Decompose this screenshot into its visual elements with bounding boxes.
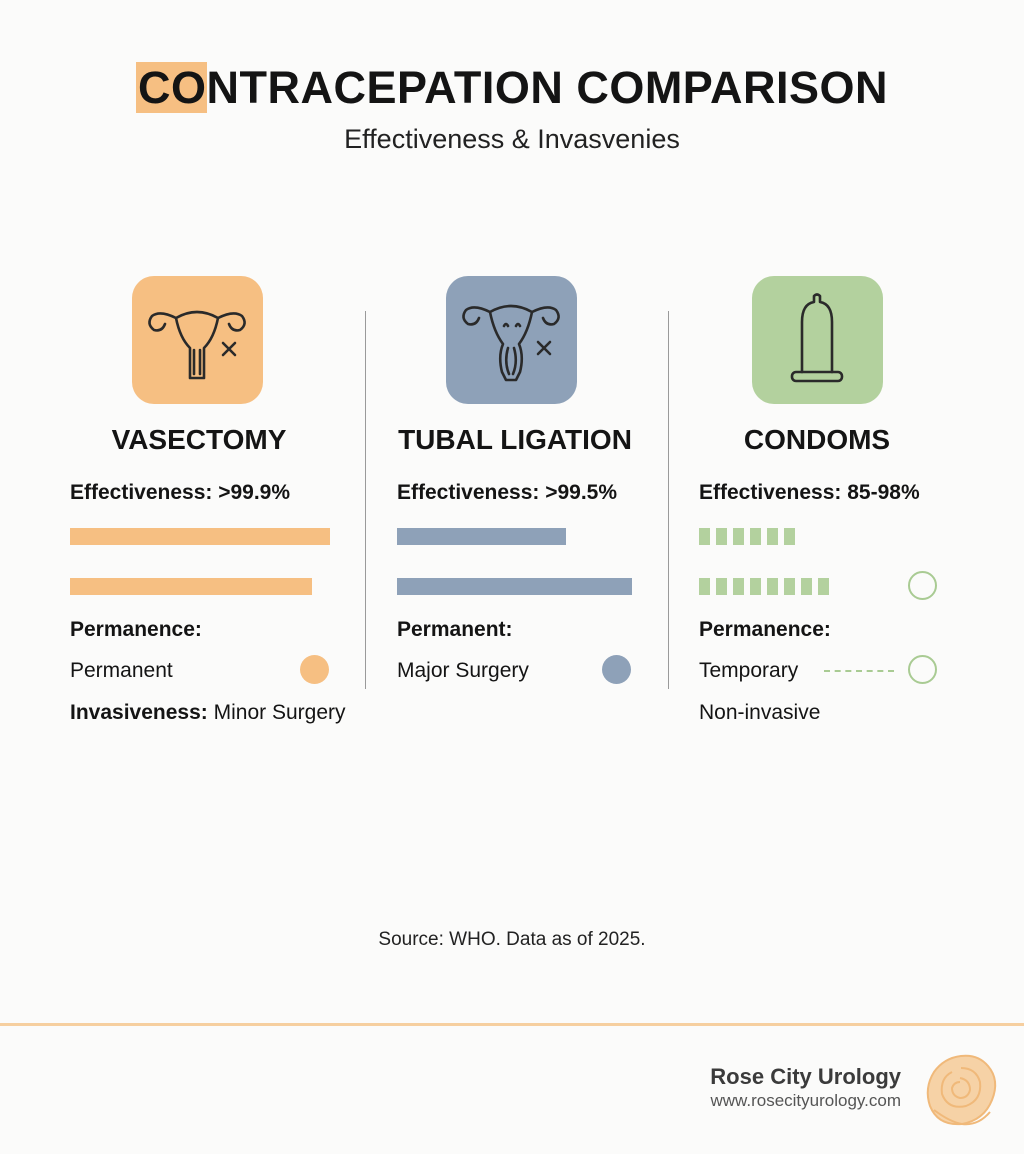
tubal-bar-2 [397,578,632,595]
condoms-bar-ring [908,571,937,600]
condoms-bar-segment [767,578,778,595]
vasectomy-icon-tile [132,276,263,404]
condoms-invasiveness-value: Non-invasive [699,701,821,724]
tubal-icon-tile [446,276,577,404]
condoms-icon-tile [752,276,883,404]
vasectomy-invasiveness-value: Minor Surgery [213,701,346,724]
title-rest: NTRACEPATION COMPARISON [206,62,888,113]
vasectomy-bar-1 [70,528,330,545]
condom-icon [790,293,844,383]
title-highlight: CO [136,62,207,113]
vasectomy-title: VASECTOMY [111,424,287,455]
page-title: CONTRACEPATION COMPARISON [0,62,1024,114]
page-subtitle: Effectiveness & Invasvenies [344,124,680,154]
uterus-icon [462,304,560,382]
condoms-permanence-ring [908,655,937,684]
condoms-permanence-dash [824,670,894,672]
vasectomy-permanence-label: Permanence: [70,618,202,641]
tubal-permanence-label: Permanent: [397,618,513,641]
condoms-effectiveness: Effectiveness: 85-98% [699,481,920,504]
uterus-icon [148,310,246,380]
vasectomy-invasiveness: Invasiveness: Minor Surgery [70,701,346,725]
brand-name: Rose City Urology [710,1064,901,1089]
vasectomy-effectiveness: Effectiveness: >99.9% [70,481,291,504]
tubal-permanence-dot [602,655,631,684]
condoms-bar-segment [750,578,761,595]
vasectomy-invasiveness-label: Invasiveness: [70,701,208,724]
condoms-bar-1 [699,528,805,545]
condoms-permanence-label: Permanence: [699,618,831,641]
condoms-bar-segment [818,578,829,595]
condoms-bar-segment [716,528,727,545]
condoms-bar-segment [699,528,710,545]
vasectomy-permanence-dot [300,655,329,684]
condoms-bar-segment [699,578,710,595]
vasectomy-permanence-value: Permanent [70,659,173,682]
condoms-bar-segment [750,528,761,545]
condoms-bar-segment [784,528,795,545]
footer-divider [0,1023,1024,1026]
condoms-bar-segment [801,578,812,595]
vasectomy-bar-2 [70,578,312,595]
condoms-permanence-value: Temporary [699,659,799,682]
tubal-bar-1 [397,528,566,545]
condoms-bar-segment [733,528,744,545]
condoms-bar-segment [767,528,778,545]
rose-logo-icon [926,1054,997,1126]
condoms-bar-segment [716,578,727,595]
condoms-bar-segment [733,578,744,595]
tubal-title: TUBAL LIGATION [398,424,632,455]
tubal-effectiveness: Effectiveness: >99.5% [397,481,618,504]
brand-url: www.rosecityurology.com [710,1091,901,1110]
tubal-permanence-value: Major Surgery [397,659,529,682]
column-divider [365,311,366,689]
source-note: Source: WHO. Data as of 2025. [378,929,646,950]
column-divider [668,311,669,689]
condoms-bar-segment [784,578,795,595]
condoms-title: CONDOMS [743,424,891,455]
condoms-bar-2 [699,578,830,595]
